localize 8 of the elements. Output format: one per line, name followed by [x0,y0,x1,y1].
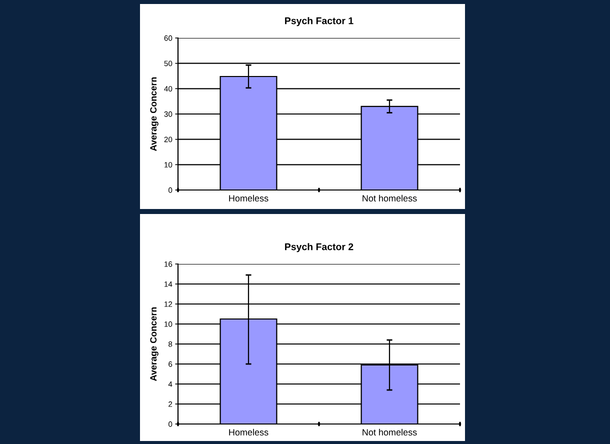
y-axis-title: Average Concern [150,307,158,381]
chart-title: Psych Factor 2 [285,243,354,252]
x-tick-label: Not homeless [362,194,417,202]
chart-title: Psych Factor 1 [285,17,354,26]
x-tick-label: Homeless [229,194,268,202]
y-axis-title: Average Concern [150,77,158,151]
x-tick-label: Homeless [229,428,268,436]
x-tick-label: Not homeless [362,428,417,436]
